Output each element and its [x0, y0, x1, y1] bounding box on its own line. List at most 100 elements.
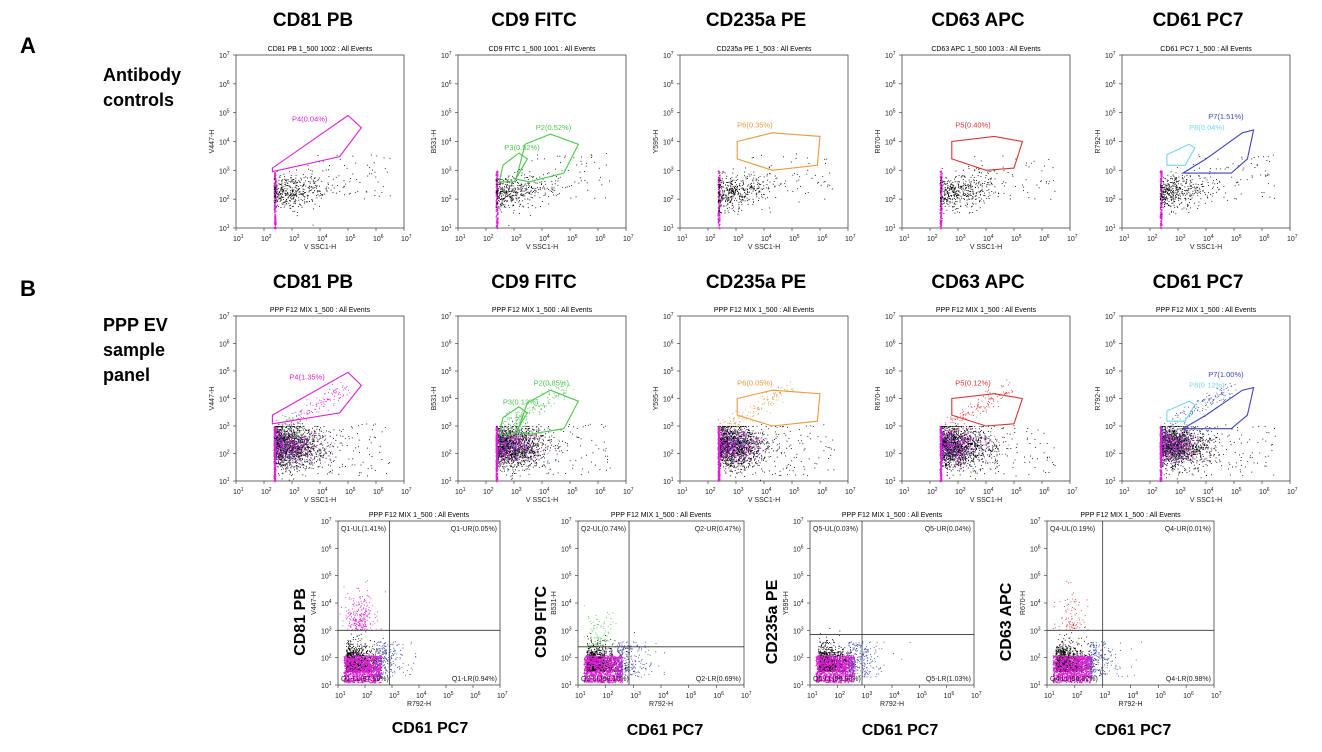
event-dot [962, 187, 964, 189]
event-dot [987, 184, 989, 186]
event-dot [276, 450, 278, 452]
event-dot [284, 436, 286, 438]
event-dot [302, 453, 304, 455]
event-dot [273, 207, 276, 209]
event-dot [284, 447, 286, 449]
event-dot [564, 156, 566, 158]
x-tick-label: 102 [483, 234, 494, 243]
event-dot [1175, 184, 1177, 186]
event-dot [286, 449, 288, 451]
event-dot [306, 444, 308, 446]
event-dot [718, 201, 720, 203]
event-dot [521, 172, 523, 174]
event-dot [325, 452, 327, 454]
event-dot [941, 172, 943, 175]
event-dot [293, 456, 295, 458]
event-dot [301, 206, 303, 208]
event-dot [320, 454, 322, 456]
event-dot [1190, 186, 1192, 187]
event-dot [542, 178, 544, 180]
event-dot [520, 187, 522, 189]
event-dot [280, 445, 282, 447]
event-dot [1187, 186, 1189, 188]
event-dot [1181, 175, 1183, 176]
event-dot [282, 196, 284, 198]
event-dot [496, 183, 499, 185]
event-dot [1160, 214, 1163, 217]
event-dot [293, 443, 294, 445]
event-dot [497, 179, 499, 181]
event-dot [554, 183, 556, 185]
event-dot [277, 429, 278, 431]
event-dot [965, 204, 967, 206]
event-dot [285, 457, 287, 459]
event-dot [952, 184, 954, 186]
event-dot [506, 195, 508, 197]
event-dot [941, 168, 943, 169]
plot-frame [1121, 54, 1291, 229]
event-dot [1180, 198, 1182, 200]
event-dot [295, 203, 296, 205]
event-dot [956, 197, 958, 199]
event-dot [737, 186, 738, 188]
event-dot [288, 424, 290, 425]
event-dot [274, 209, 276, 211]
event-dot [276, 206, 278, 208]
event-dot [972, 189, 974, 190]
event-dot [285, 200, 287, 202]
y-tick-label: 104 [441, 138, 452, 147]
event-dot [605, 153, 607, 154]
event-dot [960, 206, 962, 208]
event-dot [958, 175, 960, 177]
event-dot [718, 196, 720, 199]
event-dot [283, 461, 285, 463]
event-dot [511, 190, 513, 192]
event-dot [945, 199, 947, 200]
event-dot [948, 205, 950, 207]
event-dot [275, 180, 277, 182]
event-dot [503, 201, 505, 203]
event-dot [1196, 186, 1198, 188]
event-dot [1164, 205, 1166, 207]
event-dot [1163, 198, 1165, 200]
event-dot [299, 182, 301, 183]
event-dot [318, 448, 320, 450]
event-dot [297, 446, 299, 448]
event-dot [591, 156, 593, 158]
event-dot [294, 461, 296, 463]
event-dot [295, 182, 297, 184]
marker-title-r2-c5: CD61 PC7 [1088, 272, 1308, 294]
event-dot [294, 456, 296, 458]
event-dot [287, 197, 289, 199]
x-tick-label: 103 [289, 234, 300, 243]
event-dot [280, 430, 282, 431]
event-dot [297, 429, 298, 431]
event-dot [345, 183, 347, 185]
event-dot [1205, 157, 1207, 159]
event-dot [814, 174, 816, 176]
event-dot [721, 178, 723, 180]
event-dot [298, 455, 300, 457]
event-dot [332, 192, 334, 194]
event-dot [309, 188, 310, 190]
event-dot [282, 434, 284, 436]
event-dot [310, 169, 312, 171]
event-dot [291, 445, 293, 447]
event-dot [975, 203, 977, 205]
event-dot [304, 192, 306, 193]
event-dot [296, 445, 298, 447]
event-dot [950, 186, 951, 187]
event-dot [310, 448, 312, 450]
event-dot [276, 428, 278, 430]
event-dot [940, 227, 943, 229]
event-dot [520, 194, 521, 196]
event-dot [994, 178, 996, 180]
event-dot [755, 192, 757, 194]
event-dot [765, 187, 767, 189]
event-dot [1182, 178, 1184, 180]
event-dot [296, 185, 298, 186]
event-dot [282, 190, 283, 192]
event-dot [732, 195, 734, 197]
event-dot [741, 199, 743, 201]
event-dot [284, 441, 286, 443]
